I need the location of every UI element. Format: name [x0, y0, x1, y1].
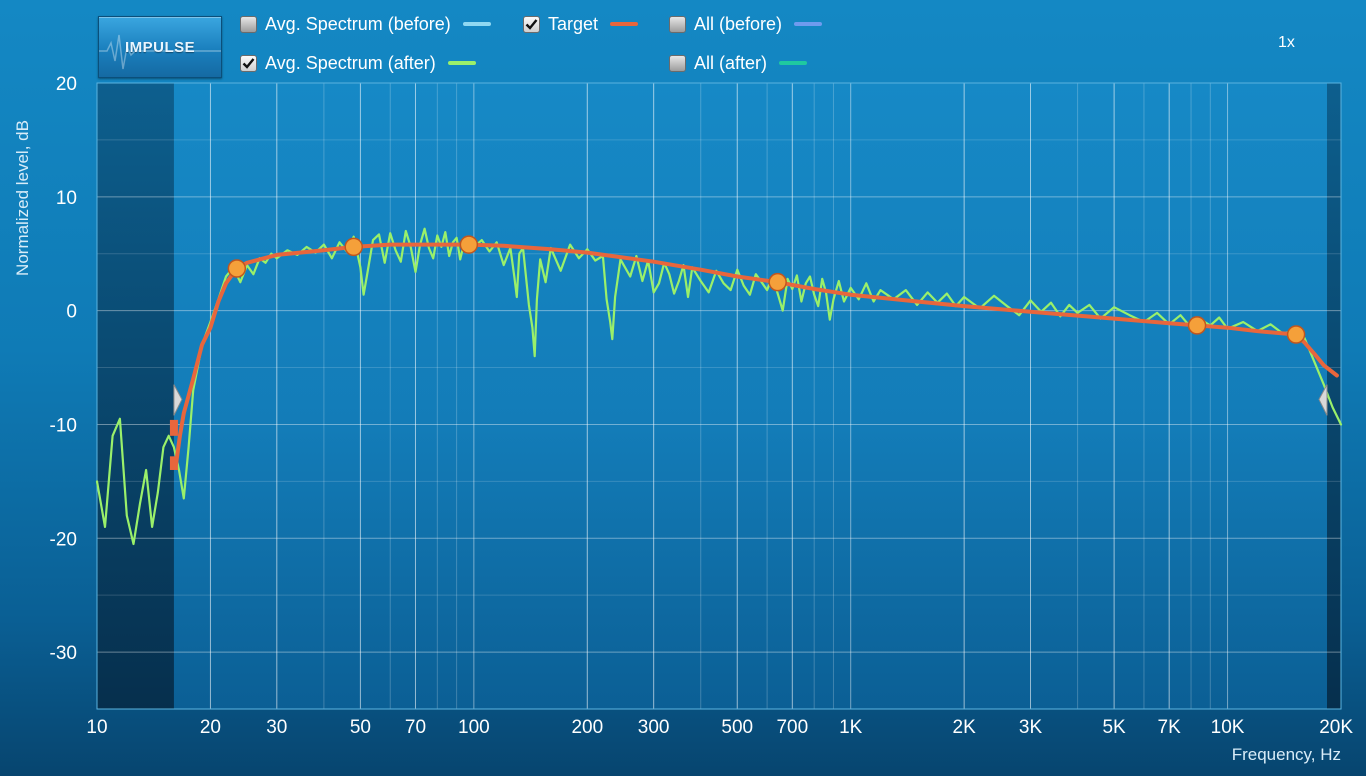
x-tick-label: 200: [571, 717, 603, 738]
x-tick-label: 20: [200, 717, 221, 738]
x-tick-label: 100: [458, 717, 490, 738]
x-tick-label: 70: [405, 717, 426, 738]
swatch-all-after: [779, 61, 808, 65]
x-tick-label: 300: [638, 717, 670, 738]
impulse-button[interactable]: IMPULSE: [98, 16, 222, 78]
checkbox-all-after[interactable]: [669, 54, 686, 72]
range-handles: [169, 384, 1328, 470]
legend-avg-spectrum-after[interactable]: Avg. Spectrum (after): [240, 51, 476, 75]
checkmark-icon: [525, 18, 538, 30]
swatch-target: [610, 22, 639, 26]
target-control-point: [1286, 325, 1306, 344]
x-tick-label: 2K: [953, 717, 977, 738]
y-tick-label: 0: [66, 302, 77, 323]
target-control-point: [344, 237, 363, 257]
plot-frame: [96, 82, 1342, 710]
x-tick-label: 5K: [1102, 717, 1126, 738]
legend-avg-spectrum-before[interactable]: Avg. Spectrum (before): [240, 12, 491, 36]
zoom-level[interactable]: 1x: [1278, 34, 1295, 51]
target-control-point: [459, 235, 479, 254]
target-end-marker-left: [169, 456, 178, 470]
y-tick-label: -10: [50, 415, 77, 436]
target-end-marker-left: [169, 419, 178, 436]
legend-label-avg-spectrum-before: Avg. Spectrum (before): [265, 13, 451, 34]
grid-minor: [97, 83, 1342, 710]
x-tick-label: 500: [721, 717, 753, 738]
checkbox-avg-spectrum-before[interactable]: [240, 15, 257, 33]
x-axis-title: Frequency, Hz: [1232, 745, 1341, 764]
swatch-avg-spectrum-after: [447, 61, 476, 65]
legend-label-avg-spectrum-after: Avg. Spectrum (after): [265, 52, 436, 73]
impulse-button-label: IMPULSE: [125, 39, 196, 56]
x-tick-label: 3K: [1019, 717, 1043, 738]
range-handle-right: [1318, 384, 1328, 416]
excluded-range-right: [1327, 83, 1341, 709]
legend-all-after[interactable]: All (after): [669, 51, 808, 75]
legend-target[interactable]: Target: [523, 12, 639, 36]
x-tick-label: 20K: [1319, 717, 1353, 738]
checkbox-avg-spectrum-after[interactable]: [240, 54, 257, 72]
y-tick-labels: 20 10 0 -10 -20 -30: [50, 74, 77, 664]
x-tick-label: 50: [350, 717, 371, 738]
x-tick-labels: 10 20 30 50 70 100 200 300 500 700 1K 2K 3K 5K 7K 10K 20…: [86, 717, 1353, 738]
target-control-point: [227, 259, 247, 278]
x-tick-label: 7K: [1158, 717, 1182, 738]
y-tick-label: 20: [56, 74, 77, 95]
legend-label-all-before: All (before): [694, 13, 783, 34]
y-axis-title: Normalized level, dB: [13, 120, 32, 276]
grid-major: [96, 82, 1342, 709]
checkbox-all-before[interactable]: [669, 15, 686, 33]
x-tick-label: 10K: [1211, 717, 1245, 738]
target-curve: [174, 242, 1339, 467]
excluded-range-left: [97, 83, 174, 709]
legend-label-target: Target: [548, 13, 599, 34]
x-tick-label: 700: [776, 717, 808, 738]
swatch-all-before: [794, 22, 823, 26]
y-tick-label: -30: [50, 643, 77, 664]
range-handle-left: [173, 384, 183, 416]
swatch-avg-spectrum-before: [462, 22, 491, 26]
x-tick-label: 1K: [839, 717, 863, 738]
x-tick-label: 10: [86, 717, 107, 738]
legend-label-all-after: All (after): [694, 52, 768, 73]
waveform-icon: [99, 34, 221, 70]
target-control-point: [768, 272, 787, 292]
checkbox-target[interactable]: [523, 15, 540, 33]
plot-area[interactable]: [97, 83, 1341, 709]
target-control-points: [227, 235, 1306, 344]
target-control-point: [1187, 316, 1207, 335]
checkmark-icon: [242, 57, 255, 69]
legend-all-before[interactable]: All (before): [669, 12, 823, 36]
y-tick-label: 10: [56, 188, 77, 209]
y-tick-label: -20: [50, 529, 77, 550]
series-layer: [95, 227, 1343, 546]
x-tick-label: 30: [266, 717, 287, 738]
